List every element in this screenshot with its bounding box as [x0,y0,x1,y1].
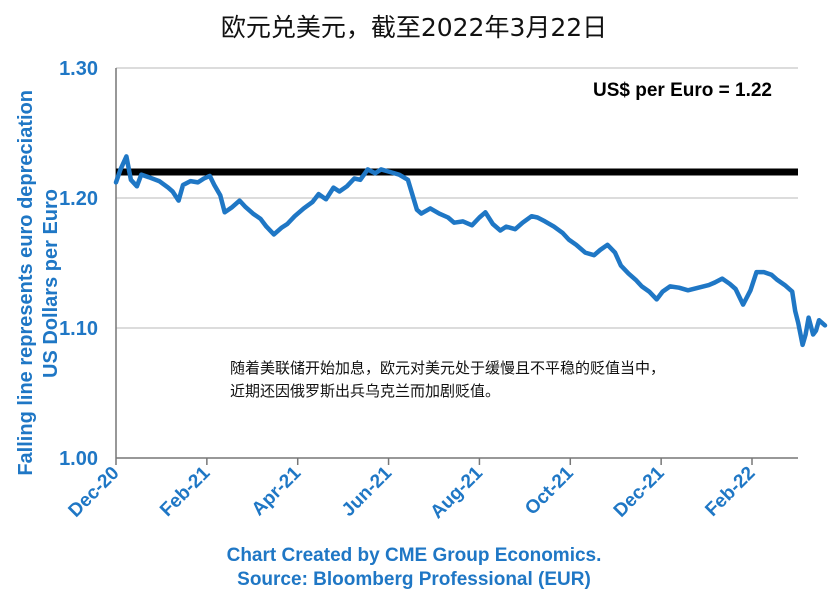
x-tick-label: Apr-21 [248,462,306,520]
annotation-line-1: 随着美联储开始加息，欧元对美元处于缓慢且不平稳的贬值当中， [230,359,665,377]
footer-source: Source: Bloomberg Professional (EUR) [237,569,591,590]
chart-title: 欧元兑美元，截至2022年3月22日 [220,13,608,42]
series-line-eur-usd [113,154,828,348]
y-tick-label: 1.30 [59,58,98,80]
x-tick-label: Jun-21 [338,462,396,520]
y-tick-label: 1.00 [59,448,98,470]
x-tick-label: Dec-21 [610,462,669,521]
x-tick-label: Oct-21 [521,462,578,519]
y-tick-label: 1.20 [59,188,98,210]
annotation-line-2: 近期还因俄罗斯出兵乌克兰而加剧贬值。 [230,382,500,400]
y-tick-label: 1.10 [59,318,98,340]
reference-line-label: US$ per Euro = 1.22 [593,80,772,101]
x-tick-label: Dec-20 [65,463,124,522]
footer-credit: Chart Created by CME Group Economics. [226,545,602,566]
x-tick-label: Feb-21 [156,462,214,520]
x-tick-label: Aug-21 [427,462,488,523]
x-tick-label: Feb-22 [701,463,759,521]
